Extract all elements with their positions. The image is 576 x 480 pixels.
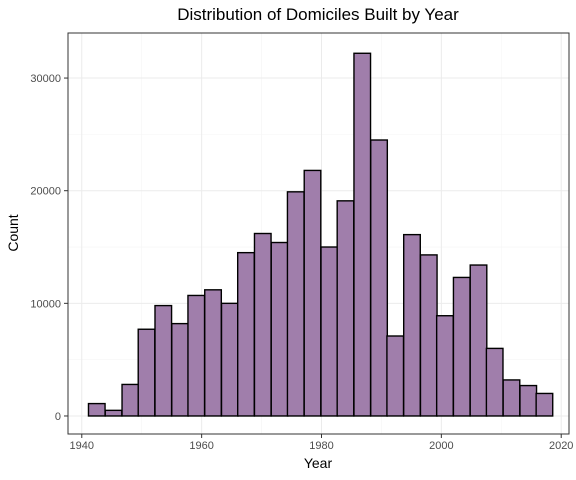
histogram-bar <box>336 200 355 417</box>
histogram-bar <box>253 232 272 417</box>
panel-border <box>67 32 570 435</box>
x-tick-label: 2000 <box>429 440 453 452</box>
histogram-bar <box>154 304 173 417</box>
histogram-bar <box>419 254 438 417</box>
histogram-bar <box>137 328 156 417</box>
y-tick-label: 30000 <box>30 73 61 85</box>
histogram-bar <box>104 409 123 417</box>
histogram-bar <box>386 335 405 417</box>
y-tick-label: 10000 <box>30 298 61 310</box>
histogram-bar <box>519 384 538 417</box>
chart-title: Distribution of Domiciles Built by Year <box>177 5 459 24</box>
y-tick-label: 20000 <box>30 186 61 198</box>
histogram-bar <box>87 402 106 417</box>
x-tick-label: 1980 <box>309 440 333 452</box>
histogram-bar <box>535 392 554 417</box>
histogram-bar <box>402 233 421 417</box>
histogram-bar <box>502 379 521 417</box>
histogram-bar <box>469 264 488 417</box>
histogram-bar <box>452 276 471 417</box>
histogram-bar <box>220 302 239 417</box>
histogram-bar <box>303 169 322 417</box>
x-axis-title: Year <box>304 455 333 471</box>
histogram-bar <box>286 191 305 417</box>
histogram-bar <box>121 383 140 417</box>
histogram-bar <box>435 315 454 417</box>
histogram-bar <box>236 251 255 417</box>
histogram-bar <box>370 139 389 417</box>
x-tick-label: 1960 <box>189 440 213 452</box>
histogram-bar <box>320 246 339 417</box>
bars-layer <box>87 52 554 417</box>
histogram-bar <box>204 289 223 417</box>
y-axis-title: Count <box>5 214 21 251</box>
x-tick-label: 1940 <box>70 440 94 452</box>
histogram-bar <box>485 347 504 417</box>
histogram-bar <box>171 322 190 417</box>
x-tick-label: 2020 <box>549 440 573 452</box>
y-tick-label: 0 <box>55 411 61 423</box>
histogram-bar <box>353 52 372 417</box>
histogram-bar <box>270 241 289 417</box>
axes-layer: 1940 1960 1980 2000 2020 0 10000 20000 30000 <box>30 73 573 452</box>
histogram-bar <box>187 294 206 417</box>
